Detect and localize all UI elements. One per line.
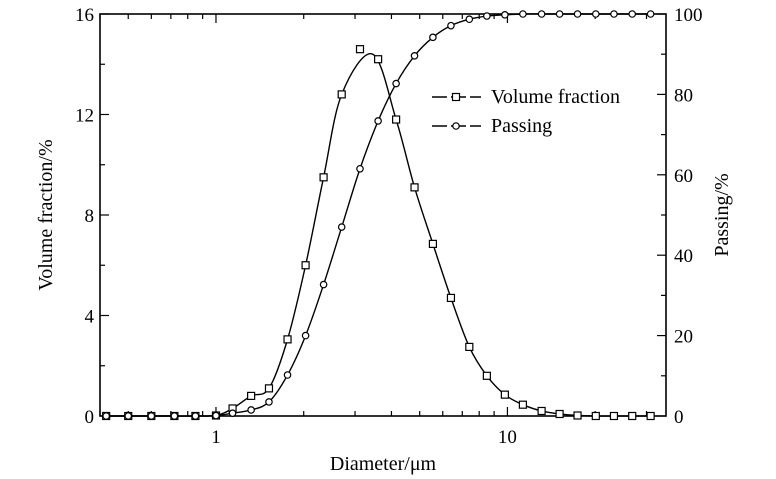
passing-marker: [102, 412, 110, 420]
volume-fraction-curve: [106, 53, 651, 417]
y-right-tick-label: 20: [674, 327, 693, 348]
volume-fraction-marker: [591, 411, 600, 421]
volume-fraction-marker: [465, 342, 474, 352]
passing-marker: [465, 15, 474, 24]
passing-marker: [191, 412, 200, 420]
volume-fraction-marker: [537, 406, 546, 416]
passing-curve: [106, 13, 651, 417]
passing-marker: [124, 412, 133, 420]
passing-marker: [147, 412, 156, 420]
passing-marker: [301, 331, 310, 340]
volume-fraction-marker: [428, 239, 438, 248]
passing-marker: [228, 409, 237, 417]
passing-marker: [610, 10, 618, 18]
legend-item-volume-fraction: Volume fraction: [432, 86, 620, 108]
legend-marker-square: [451, 92, 461, 102]
y-right-tick-label: 60: [674, 166, 693, 187]
y-left-tick-label: 12: [75, 106, 94, 127]
passing-marker: [646, 10, 655, 18]
passing-marker: [212, 411, 220, 420]
y-left-tick-label: 0: [85, 407, 95, 428]
series-markers: [102, 10, 655, 421]
y-right-tick-label: 100: [674, 5, 703, 26]
volume-fraction-marker: [446, 293, 456, 303]
passing-marker: [429, 33, 437, 42]
legend-label-passing: Passing: [491, 115, 552, 137]
passing-marker: [283, 371, 292, 379]
legend-marker-circle: [452, 122, 460, 130]
y-left-tick-label: 8: [85, 206, 95, 227]
volume-fraction-marker: [319, 173, 328, 182]
y-left-tick-label: 4: [85, 307, 95, 328]
volume-fraction-marker: [264, 384, 274, 393]
y-right-tick-label: 80: [674, 85, 693, 106]
volume-fraction-marker: [555, 409, 564, 419]
volume-fraction-marker: [609, 411, 619, 421]
passing-marker: [247, 406, 255, 414]
volume-fraction-marker: [410, 183, 419, 192]
x-axis-title: Diameter/μm: [330, 453, 437, 475]
passing-marker: [170, 412, 179, 420]
y-axis-title-left: Volume fraction/%: [35, 139, 57, 290]
volume-fraction-marker: [283, 335, 292, 344]
legend: Volume fraction Passing: [432, 86, 620, 137]
volume-fraction-marker: [374, 55, 383, 64]
volume-fraction-marker: [518, 400, 528, 409]
passing-marker: [337, 223, 346, 231]
x-tick-label: 10: [498, 427, 517, 448]
passing-marker: [501, 11, 509, 19]
volume-fraction-marker: [482, 371, 491, 380]
legend-label-volume-fraction: Volume fraction: [491, 86, 620, 108]
volume-fraction-marker: [392, 115, 401, 124]
passing-marker: [555, 10, 564, 18]
passing-marker: [374, 117, 382, 125]
volume-fraction-marker: [301, 261, 310, 270]
volume-fraction-marker: [573, 411, 582, 420]
passing-marker: [591, 10, 600, 18]
passing-marker: [356, 164, 364, 173]
volume-fraction-marker: [646, 411, 655, 421]
volume-fraction-marker: [355, 45, 365, 54]
passing-marker: [447, 21, 455, 30]
passing-marker: [392, 79, 400, 88]
volume-fraction-marker: [247, 391, 256, 400]
volume-fraction-marker: [500, 390, 509, 399]
y-right-tick-label: 0: [674, 407, 684, 428]
passing-marker: [537, 10, 546, 18]
volume-fraction-marker: [628, 411, 637, 421]
passing-marker: [265, 398, 273, 406]
passing-marker: [573, 10, 582, 18]
legend-item-passing: Passing: [432, 115, 552, 137]
y-left-tick-label: 16: [75, 5, 94, 26]
passing-marker: [319, 280, 328, 289]
passing-marker: [519, 10, 527, 18]
passing-marker: [483, 12, 491, 20]
series-curves: [106, 13, 651, 417]
y-axis-title-right: Passing/%: [711, 173, 733, 256]
passing-marker: [628, 10, 637, 18]
passing-marker: [410, 52, 419, 60]
x-tick-label: 1: [211, 427, 221, 448]
y-right-tick-label: 40: [674, 246, 693, 267]
volume-fraction-marker: [337, 90, 346, 99]
